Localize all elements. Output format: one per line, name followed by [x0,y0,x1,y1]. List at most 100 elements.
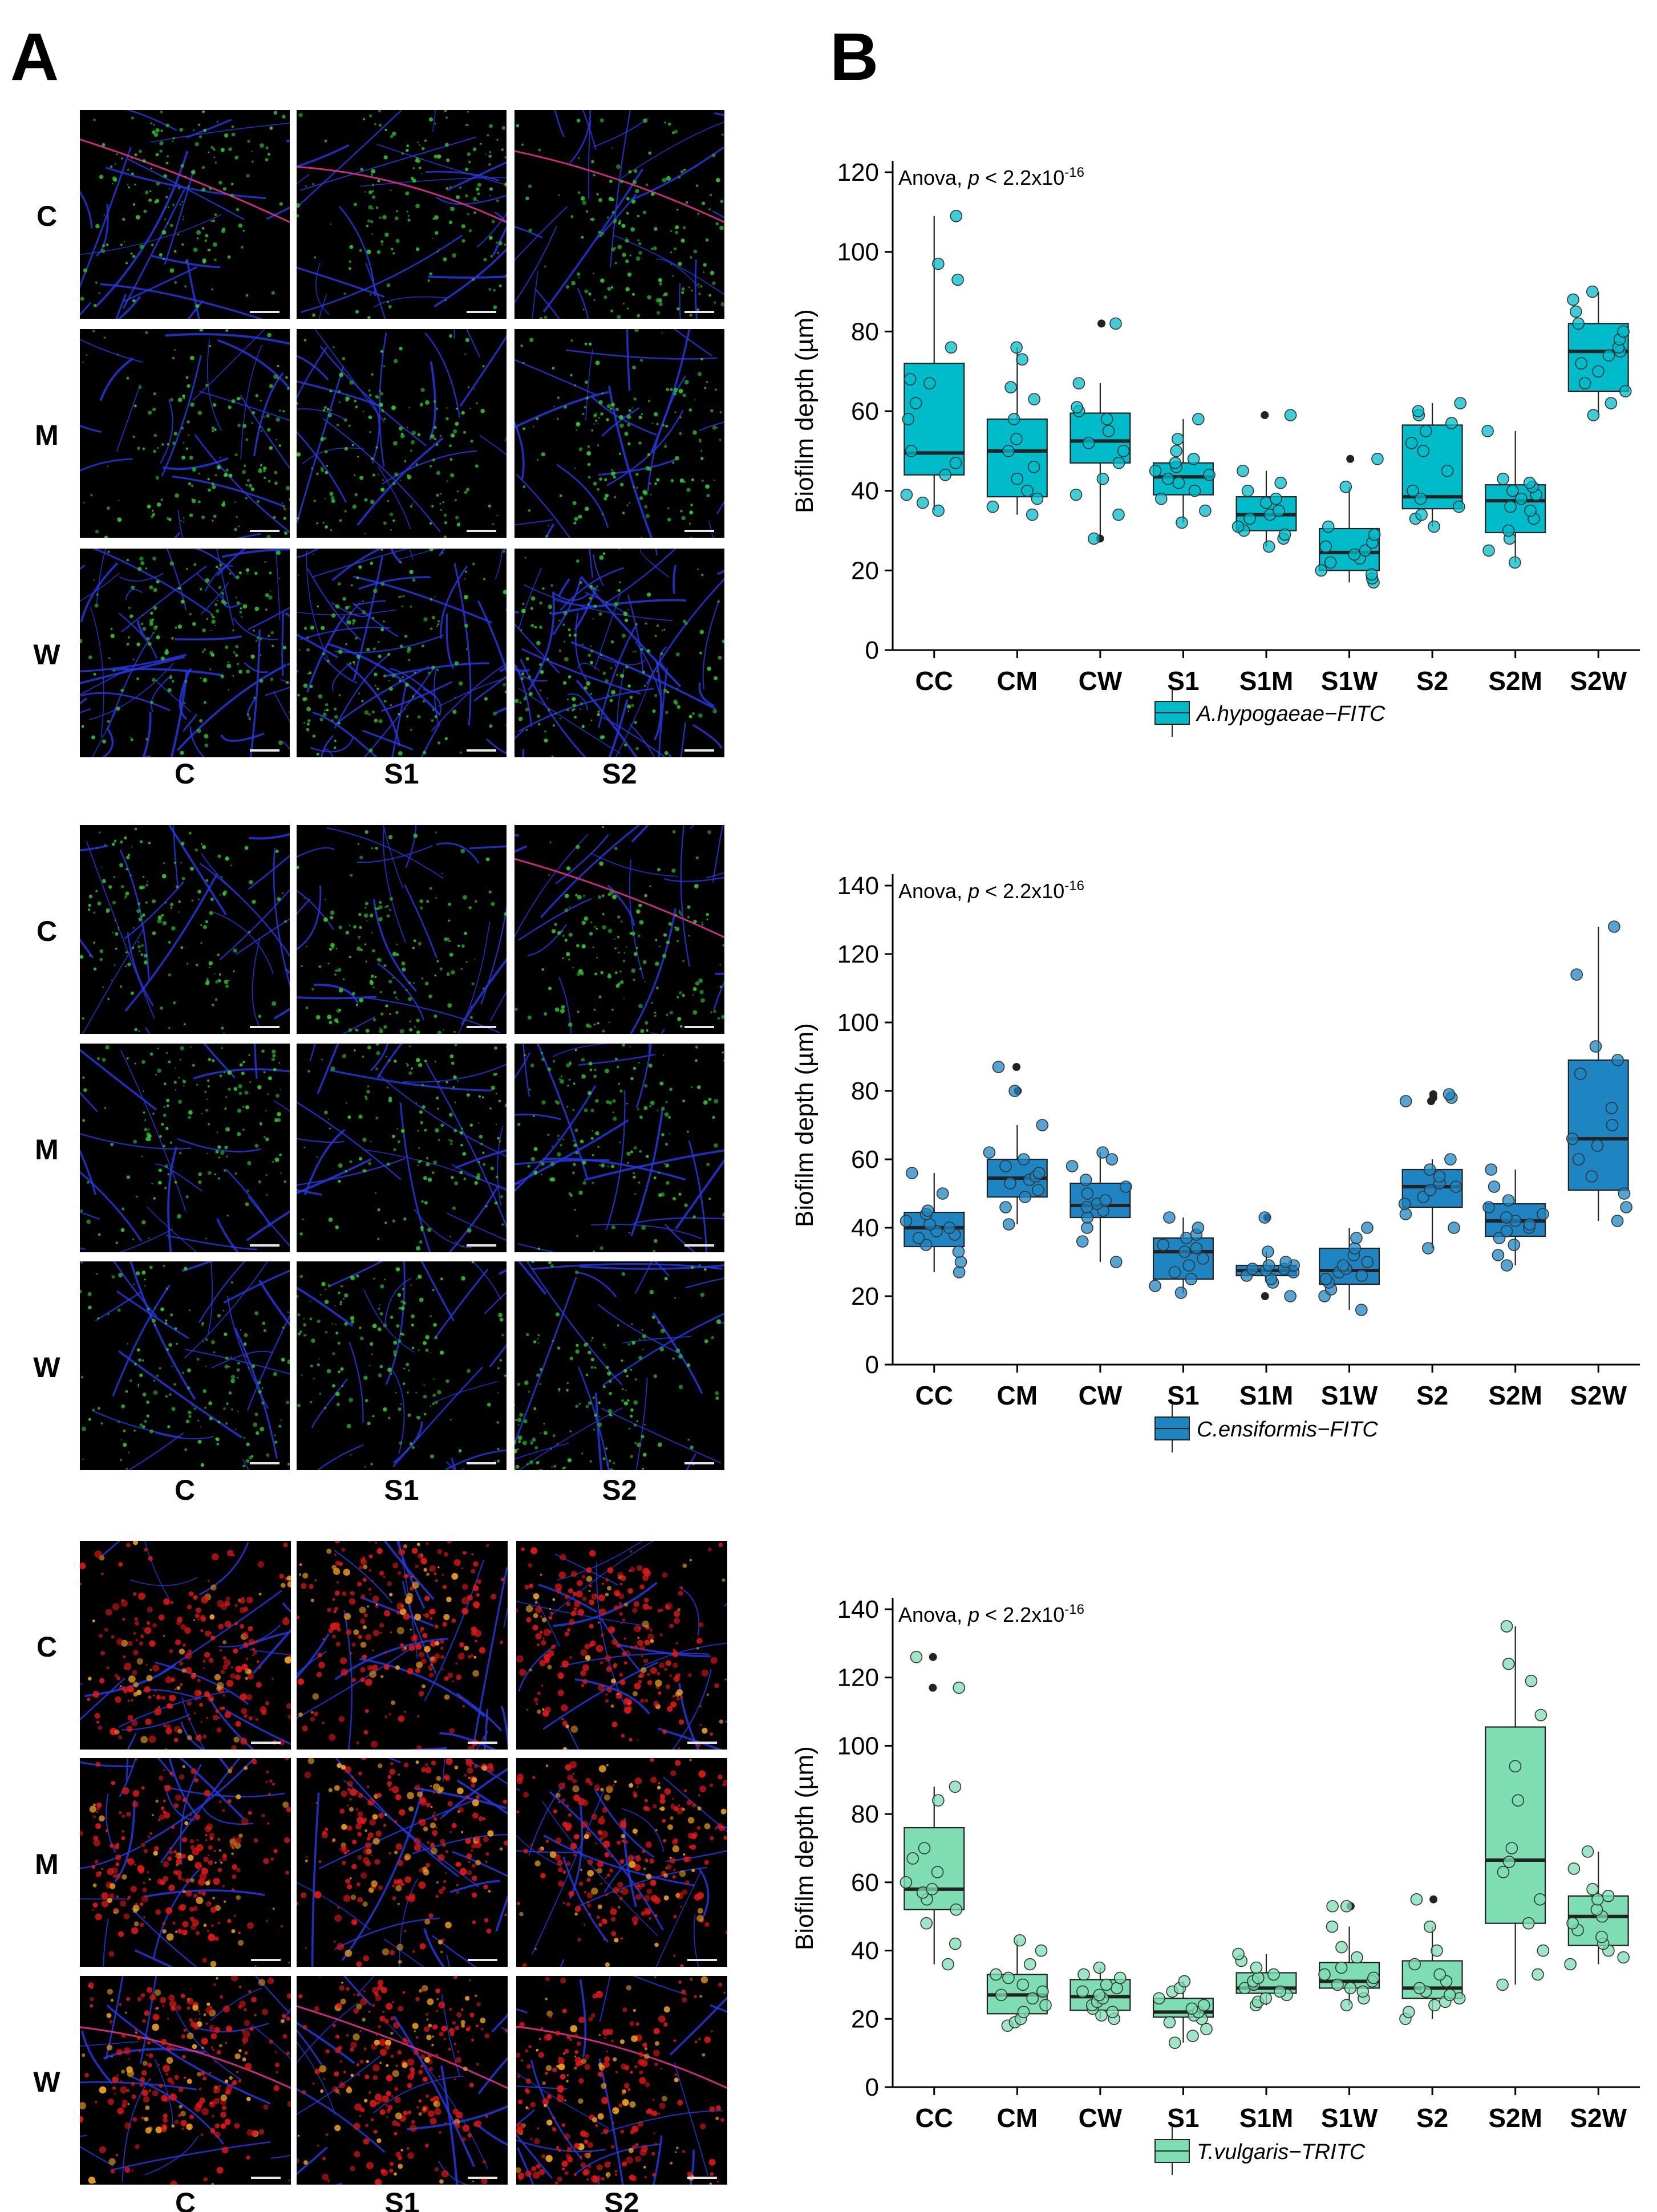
stain-spot [358,912,362,916]
fiber [554,110,565,137]
stain-spot [196,1897,204,1905]
stain-spot [134,153,137,157]
stain-spot [145,1718,152,1725]
stain-spot [132,1801,139,1808]
stain-spot [400,595,402,598]
stain-spot [605,1699,609,1703]
stain-spot [483,1163,486,1166]
stain-spot [425,1335,430,1340]
stain-spot [380,240,384,243]
stain-spot [708,294,711,297]
stain-spot [675,927,680,931]
stain-spot [599,1246,603,1251]
stain-spot [533,1407,537,1410]
stain-spot [658,1691,662,1695]
stain-spot [211,619,216,624]
stain-spot [665,443,667,445]
stain-spot [662,1054,665,1056]
stain-spot [610,286,614,289]
stain-spot [410,605,412,608]
stain-spot [586,396,589,400]
stain-spot [169,1313,173,1317]
stain-spot [116,1676,121,1681]
stain-spot [177,1876,183,1880]
stain-spot [336,1402,340,1407]
stain-spot [582,412,585,415]
stain-spot [158,1775,164,1781]
stain-spot [416,1416,418,1419]
stain-spot [373,1277,375,1280]
stain-spot [189,1814,192,1816]
stain-spot [124,895,127,898]
stain-spot [216,1682,224,1690]
stain-spot [475,464,479,468]
stain-spot [302,1725,308,1732]
stain-spot [369,1819,376,1826]
stain-spot [557,1152,561,1157]
stain-spot [380,582,385,586]
stain-spot [484,1918,489,1923]
fiber [175,635,242,641]
stain-spot [378,1027,380,1029]
stain-spot [220,457,221,458]
stain-spot [204,1090,207,1093]
stain-spot [494,1460,496,1462]
stain-spot [102,879,106,883]
stain-spot [94,1550,102,1558]
stain-spot [658,1171,661,1174]
stain-spot [562,623,565,626]
stain-spot [337,582,341,586]
fiber [334,1637,449,1681]
fiber [514,1119,629,1186]
stain-spot [602,671,606,675]
stain-spot [442,1621,447,1627]
stain-spot [81,725,84,728]
stain-spot [712,322,715,324]
stain-spot [487,1403,491,1407]
stain-spot [593,1023,596,1026]
stain-spot [541,1100,546,1105]
stain-spot [650,1639,654,1643]
stain-spot [238,1931,241,1934]
stain-spot [154,1846,159,1851]
stain-spot [420,1228,423,1232]
stain-spot [618,983,621,985]
stain-spot [102,1058,106,1062]
stain-spot [187,1854,194,1861]
stain-spot [703,263,707,267]
stain-spot [569,1430,572,1432]
stain-spot [184,1448,188,1451]
stain-spot [547,1650,554,1657]
stain-spot [192,1919,199,1927]
stain-spot [557,1346,561,1350]
stain-spot [392,952,397,956]
stain-spot [124,241,125,242]
stain-spot [457,944,460,947]
stain-spot [183,1267,188,1271]
stain-spot [471,1569,476,1574]
fiber [562,1856,609,1943]
stain-spot [228,147,232,151]
stain-spot [342,597,346,601]
stain-spot [434,123,436,125]
stain-spot [460,849,465,854]
stain-spot [146,1675,153,1682]
stain-spot [260,400,262,402]
fiber [187,300,204,319]
stain-spot [386,1056,387,1058]
stain-spot [472,1812,479,1819]
fiber [118,1350,242,1439]
stain-spot [360,168,363,171]
fiber [189,726,205,757]
stain-spot [378,474,379,476]
fiber [399,1878,418,1967]
stain-spot [496,199,499,202]
stain-spot [188,1717,191,1721]
stain-spot [644,894,647,898]
stain-spot [89,1805,96,1813]
stain-spot [399,1441,403,1445]
stain-spot [536,417,539,420]
stain-spot [402,1288,404,1290]
stain-spot [138,918,142,922]
